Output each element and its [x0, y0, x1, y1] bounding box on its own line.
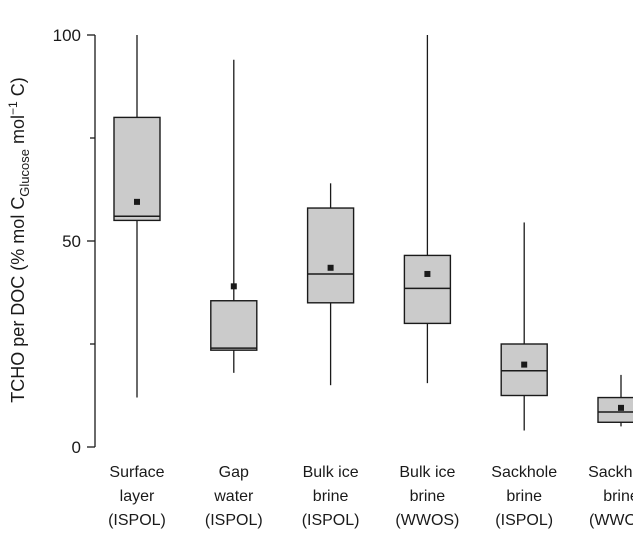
x-category-label: Gap water (ISPOL) — [205, 464, 263, 529]
y-axis-title-tail: C) — [8, 77, 28, 101]
x-category-label-line: (ISPOL) — [205, 512, 263, 529]
x-category-label-line: brine — [313, 488, 349, 505]
x-category-label-line: (ISPOL) — [495, 512, 553, 529]
x-category-label-line: brine — [506, 488, 542, 505]
x-category-label-line: (WWOS) — [589, 512, 633, 529]
mean-marker — [327, 264, 334, 271]
box — [113, 116, 161, 222]
box-group — [597, 374, 633, 427]
x-category-label-line: Bulk ice — [303, 464, 359, 481]
y-axis-title: TCHO per DOC (% mol CGlucose mol−1 C) — [6, 77, 32, 402]
x-category-label-line: Gap — [219, 464, 249, 481]
x-category-label-line: (WWOS) — [395, 512, 459, 529]
y-axis-title-superscript: −1 — [6, 101, 20, 115]
box — [306, 207, 355, 304]
box — [500, 343, 548, 397]
y-axis-title-middle: mol — [8, 115, 28, 149]
y-tick-label: 50 — [62, 232, 81, 251]
box — [403, 254, 452, 325]
x-category-label-line: water — [213, 488, 254, 505]
x-category-label: Sackhole brine (WWOS) — [588, 464, 633, 529]
y-axis-title-main: TCHO per DOC (% mol C — [8, 197, 28, 403]
axes: 0 50 100 Surface layer (ISPOL) Gap water (ISPOL)… — [53, 26, 633, 529]
x-category-label: Sackhole brine (ISPOL) — [491, 464, 557, 529]
mean-marker — [134, 198, 140, 205]
y-axis-title-subscript: Glucose — [17, 149, 32, 197]
y-tick-label: 100 — [53, 26, 81, 45]
x-category-label: Bulk ice brine (ISPOL) — [302, 464, 360, 529]
x-category-label-line: (ISPOL) — [108, 512, 166, 529]
x-category-label-line: (ISPOL) — [302, 512, 360, 529]
box — [597, 396, 633, 423]
x-category-label-line: Sackhole — [588, 464, 633, 481]
plot-area — [113, 35, 633, 431]
x-category-label: Surface layer (ISPOL) — [108, 464, 166, 529]
box-group — [403, 35, 452, 384]
x-category-label-line: Sackhole — [491, 464, 557, 481]
box — [210, 300, 258, 351]
x-category-label-line: Surface — [109, 464, 164, 481]
mean-marker — [424, 270, 431, 277]
x-category-label-line: brine — [603, 488, 633, 505]
box-group — [113, 35, 161, 398]
x-category-label-line: Bulk ice — [399, 464, 455, 481]
mean-marker — [230, 283, 237, 290]
box-group — [500, 222, 548, 431]
x-category-label: Bulk ice brine (WWOS) — [395, 464, 459, 529]
box-group — [210, 59, 258, 373]
y-tick-label: 0 — [72, 438, 81, 457]
mean-marker — [521, 361, 528, 368]
box-group — [306, 183, 355, 386]
x-category-label-line: brine — [410, 488, 446, 505]
mean-marker — [618, 404, 624, 411]
x-category-label-line: layer — [120, 488, 155, 505]
